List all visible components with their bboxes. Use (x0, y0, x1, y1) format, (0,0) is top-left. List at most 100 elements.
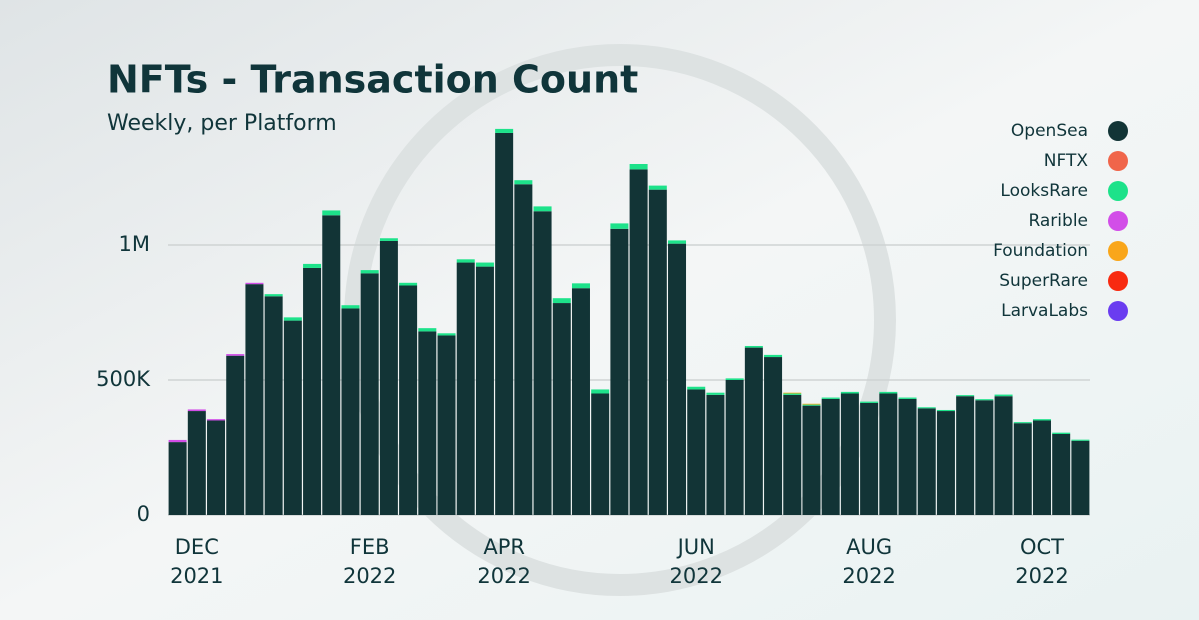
bar-segment (629, 169, 648, 515)
bar-segment (1071, 439, 1090, 441)
bar-segment (533, 211, 552, 515)
bar-segment (1071, 440, 1090, 515)
bar-segment (591, 393, 610, 515)
bar-segment (744, 347, 763, 515)
bar-segment (322, 210, 341, 216)
legend-label: OpenSea (1011, 121, 1088, 141)
bar-segment (207, 420, 226, 515)
bar-segment (418, 331, 437, 515)
bar-segment (1013, 422, 1032, 424)
x-tick-label: FEB 2022 (343, 535, 396, 588)
bar-segment (571, 288, 590, 515)
y-tick-label: 1M (119, 232, 150, 256)
bar-segment (821, 397, 840, 399)
bar-segment (629, 164, 648, 170)
legend-label: LooksRare (1000, 181, 1088, 201)
bar-segment (341, 308, 360, 515)
legend-label: SuperRare (999, 271, 1088, 291)
bar-segment (917, 408, 936, 515)
bar-segment (399, 282, 418, 286)
bar-segment (898, 398, 917, 515)
legend-marker (1108, 151, 1128, 171)
bar-segment (591, 389, 610, 394)
bar-segment (418, 328, 437, 332)
bar-segment (168, 439, 187, 443)
legend-marker (1108, 121, 1128, 141)
bar-segment (533, 206, 552, 212)
bar-segment (994, 396, 1013, 515)
bar-segment (783, 392, 802, 394)
bar-segment (956, 395, 975, 397)
bar-segment (437, 333, 456, 336)
bar-segment (744, 345, 763, 348)
bar-segment (226, 354, 245, 356)
bar-segment (283, 317, 302, 321)
bar-segment (514, 184, 533, 515)
bar-segment (860, 401, 879, 403)
y-tick-label: 500K (96, 367, 151, 391)
bar-segment (668, 240, 687, 244)
bar-segment (687, 386, 706, 390)
bar-segment (552, 303, 571, 515)
bar-segment (802, 405, 821, 515)
bar-segment (226, 355, 245, 515)
chart-subtitle: Weekly, per Platform (107, 111, 337, 136)
bar-segment (379, 240, 398, 515)
bar-segment (322, 215, 341, 516)
bar-segment (879, 391, 898, 394)
bar-segment (840, 393, 859, 515)
legend-label: Foundation (993, 241, 1088, 261)
bar-segment (475, 262, 494, 267)
bar-segment (1032, 420, 1051, 515)
legend-marker (1108, 241, 1128, 261)
bar-segment (975, 400, 994, 515)
bar-segment (552, 298, 571, 304)
bar-segment (264, 296, 283, 515)
chart-title: NFTs - Transaction Count (107, 58, 638, 102)
bar-segment (303, 263, 322, 268)
bar-segment (456, 262, 475, 515)
bar-segment (764, 354, 783, 358)
legend-label: NFTX (1044, 151, 1089, 171)
bar-segment (245, 282, 264, 285)
bar-segment (341, 305, 360, 309)
bar-segment (706, 392, 725, 395)
bar-segment (399, 285, 418, 515)
bar-segment (379, 238, 398, 241)
bar-segment (725, 380, 744, 515)
legend-marker (1108, 181, 1128, 201)
bar-segment (610, 228, 629, 516)
bar-segment (360, 270, 379, 274)
bar-segment (475, 266, 494, 515)
x-tick-label: DEC 2021 (170, 535, 223, 588)
bar-segment (956, 396, 975, 515)
bar-segment (1013, 423, 1032, 515)
bar-segment (610, 223, 629, 229)
bar-segment (187, 411, 206, 515)
bar-segment (764, 357, 783, 515)
legend-marker (1108, 271, 1128, 291)
bar-segment (264, 294, 283, 297)
x-tick-label: AUG 2022 (842, 535, 895, 588)
bar-segment (187, 409, 206, 412)
bar-segment (936, 411, 955, 515)
bar-segment (207, 419, 226, 421)
bar-segment (783, 394, 802, 515)
bar-segment (648, 185, 667, 190)
x-tick-label: OCT 2022 (1015, 535, 1068, 588)
bar-segment (283, 320, 302, 515)
bar-segment (360, 273, 379, 515)
bar-segment (456, 259, 475, 263)
bar-segment (168, 442, 187, 515)
bar-segment (706, 394, 725, 515)
bar-segment (437, 335, 456, 515)
bar-segment (840, 391, 859, 394)
bar-segment (936, 409, 955, 412)
bar-segment (571, 283, 590, 289)
x-tick-label: APR 2022 (477, 535, 530, 588)
legend-marker (1108, 211, 1128, 231)
bar-segment (821, 398, 840, 515)
bar-segment (802, 403, 821, 405)
